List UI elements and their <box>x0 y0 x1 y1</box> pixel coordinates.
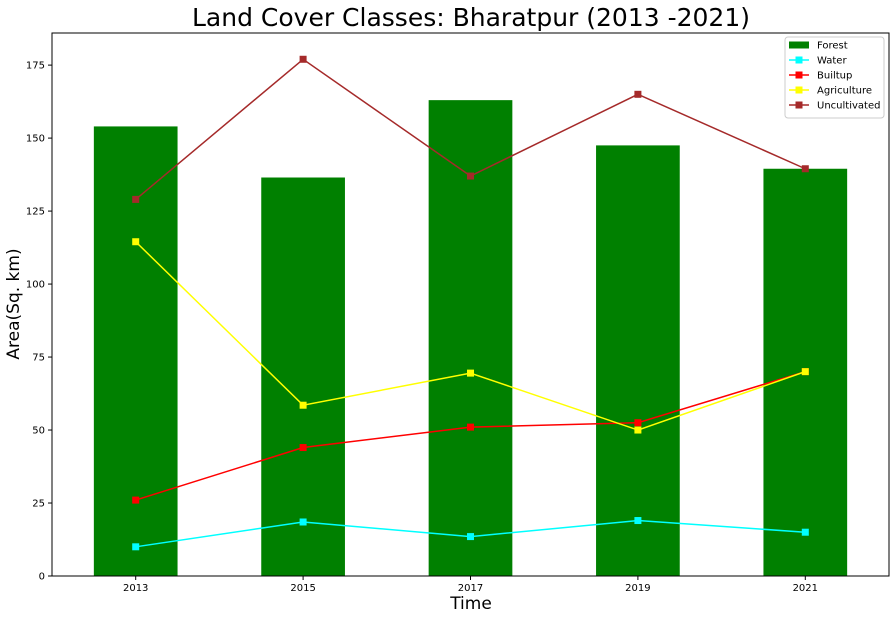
uncultivated-point-2013 <box>132 195 140 203</box>
agriculture-point-2017 <box>467 369 474 377</box>
legend-swatch-forest <box>789 41 809 49</box>
uncultivated-point-2015 <box>299 55 307 63</box>
legend-label-builtup: Builtup <box>817 71 852 82</box>
builtup-point-2013 <box>132 496 140 504</box>
builtup-point-2019 <box>634 419 642 427</box>
x-tick-label-2013: 2013 <box>123 583 148 594</box>
agriculture-point-2013 <box>132 238 140 246</box>
water-point-2017 <box>467 533 474 541</box>
uncultivated-point-2017 <box>467 172 474 180</box>
legend-label-agriculture: Agriculture <box>817 86 872 97</box>
water-point-2013 <box>132 543 140 551</box>
legend: Forest Water Builtup Agriculture Uncultivate… <box>784 36 885 119</box>
legend-marker-agriculture <box>795 86 803 94</box>
forest-bar-2017 <box>428 100 513 576</box>
forest-bar-2015 <box>261 177 345 577</box>
y-tick-label-25: 25 <box>32 499 45 510</box>
chart-title: Land Cover Classes: Bharatpur (2013 -202… <box>192 3 750 32</box>
legend-label-forest: Forest <box>817 41 848 52</box>
line-layer <box>132 55 809 551</box>
agriculture-point-2021 <box>801 368 809 376</box>
x-tick-label-2015: 2015 <box>290 583 315 594</box>
agriculture-point-2015 <box>299 401 307 409</box>
builtup-point-2017 <box>467 423 474 431</box>
y-tick-label-125: 125 <box>26 207 45 218</box>
builtup-point-2015 <box>299 444 307 452</box>
legend-box <box>784 36 885 119</box>
legend-label-uncultivated: Uncultivated <box>817 101 880 112</box>
axes: 2013 2015 2017 2019 2021 0 25 50 75 100 125 150 175 <box>26 32 890 594</box>
bar-layer <box>93 100 848 577</box>
water-point-2019 <box>634 517 642 525</box>
x-tick-label-2017: 2017 <box>458 583 483 594</box>
forest-bar-2013 <box>93 126 178 576</box>
y-tick-label-0: 0 <box>39 572 45 583</box>
legend-marker-water <box>795 56 803 64</box>
agriculture-point-2019 <box>634 426 642 434</box>
forest-bar-2019 <box>596 145 680 577</box>
uncultivated-point-2021 <box>801 165 809 173</box>
water-point-2015 <box>299 518 307 526</box>
y-tick-label-175: 175 <box>26 61 45 72</box>
uncultivated-point-2019 <box>634 90 642 98</box>
y-axis-label: Area(Sq. km) <box>4 248 24 359</box>
y-tick-label-100: 100 <box>26 280 45 291</box>
legend-marker-uncultivated <box>795 101 803 109</box>
y-tick-label-75: 75 <box>32 353 45 364</box>
legend-label-water: Water <box>817 56 847 67</box>
x-tick-label-2021: 2021 <box>793 583 818 594</box>
x-axis-label: Time <box>449 594 492 614</box>
water-point-2021 <box>801 528 809 536</box>
y-tick-label-50: 50 <box>32 426 45 437</box>
legend-marker-builtup <box>795 71 803 79</box>
x-tick-label-2019: 2019 <box>625 583 650 594</box>
y-tick-label-150: 150 <box>26 134 45 145</box>
